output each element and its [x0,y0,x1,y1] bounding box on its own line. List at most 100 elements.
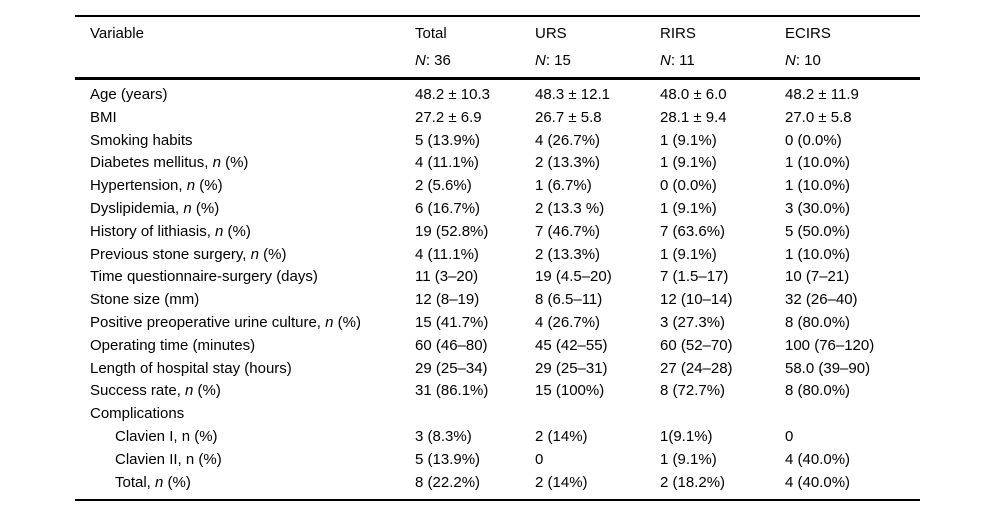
value-cell-ecirs: 48.2 ± 11.9 [785,86,859,103]
value-cell-total: 6 (16.7%) [415,199,481,217]
variable-italic: n [186,177,196,195]
value-cell-total: 12 (8–19) [415,291,480,309]
patient-characteristics-table: Variable Total N: 36 URS N: 15 RIRS N: 1… [75,15,920,502]
column-header-n: N: 15 [535,47,660,74]
value-cell-urs: 7 (46.7%) [535,222,601,240]
column-header-variable: Variable [75,16,415,79]
value-cell-rirs: 3 (27.3%) [660,313,726,331]
value-cell-total: 11 (3–20) [415,268,479,286]
value-cell-rirs: 2 (18.2%) [660,473,726,491]
value-cell-urs [535,403,660,426]
variable-cell: History of lithiasis, n (%) [75,221,415,244]
value-cell-urs: 4 (26.7%) [535,131,601,149]
variable-post: (%) [195,177,223,195]
column-header-label: RIRS [660,25,696,42]
variable-pre: Smoking habits [90,131,193,149]
value-cell-rirs: 28.1 ± 9.4 [660,108,727,126]
column-header-label: Variable [90,25,144,42]
variable-pre: BMI [90,108,117,126]
variable-italic: n [215,222,224,240]
variable-italic: n [183,199,192,217]
variable-pre: Success rate, [90,382,186,400]
n-symbol: N [535,52,546,69]
value-cell-ecirs: 8 (80.0%) [785,382,851,400]
table-row: BMI 27.2 ± 6.9 26.7 ± 5.8 28.1 ± 9.4 27.… [75,107,920,130]
value-cell-rirs: 1(9.1%) [660,427,713,445]
variable-pre: Clavien II, n (%) [115,450,222,468]
table-row: Diabetes mellitus, n (%) 4 (11.1%) 2 (13… [75,152,920,175]
value-cell-urs: 2 (13.3%) [535,245,601,263]
value-cell-urs: 2 (13.3%) [535,154,601,172]
value-cell-urs: 2 (13.3 %) [535,199,605,217]
header-row: Variable Total N: 36 URS N: 15 RIRS N: 1… [75,16,920,79]
value-cell-ecirs: 1 (10.0%) [785,154,851,172]
column-header-label: Total [415,25,447,42]
variable-post: (%) [191,199,220,217]
value-cell-ecirs [785,403,920,426]
variable-cell: Operating time (minutes) [75,335,415,358]
variable-pre: History of lithiasis, [90,222,216,240]
column-header-label: URS [535,25,567,42]
value-cell-total: 15 (41.7%) [415,313,489,331]
value-cell-rirs: 1 (9.1%) [660,450,717,468]
value-cell-total: 19 (52.8%) [415,222,489,240]
n-value: : 15 [545,52,571,69]
value-cell-rirs: 1 (9.1%) [660,199,717,217]
value-cell-total: 2 (5.6%) [415,177,472,195]
column-header-label: ECIRS [785,25,831,42]
variable-cell: Smoking habits [75,130,415,153]
value-cell-total: 5 (13.9%) [415,450,481,468]
column-header-n: N: 11 [660,47,785,74]
variable-cell: Positive preoperative urine culture, n (… [75,312,415,335]
table-body: Age (years) 48.2 ± 10.3 48.3 ± 12.1 48.0… [75,79,920,501]
value-cell-ecirs: 0 [785,427,794,445]
n-value: : 36 [425,52,451,69]
value-cell-total: 5 (13.9%) [415,131,481,149]
variable-cell: Complications [75,403,415,426]
variable-cell: Previous stone surgery, n (%) [75,244,415,267]
value-cell-ecirs: 4 (40.0%) [785,473,851,491]
variable-post: (%) [333,313,361,331]
table-row: Length of hospital stay (hours) 29 (25–3… [75,358,920,381]
value-cell-rirs [660,403,785,426]
table-row: Positive preoperative urine culture, n (… [75,312,920,335]
value-cell-ecirs: 1 (10.0%) [785,245,851,263]
table-row: Dyslipidemia, n (%) 6 (16.7%) 2 (13.3 %)… [75,198,920,221]
variable-cell: Length of hospital stay (hours) [75,358,415,381]
value-cell-urs: 26.7 ± 5.8 [535,108,602,126]
column-header-total: Total N: 36 [415,16,535,79]
variable-pre: Age (years) [90,86,168,103]
value-cell-ecirs: 10 (7–21) [785,268,850,286]
value-cell-total: 3 (8.3%) [415,427,472,445]
value-cell-rirs: 12 (10–14) [660,291,733,309]
column-header-ecirs: ECIRS N: 10 [785,16,920,79]
variable-italic: n [250,245,259,263]
variable-cell: BMI [75,107,415,130]
table-row: Clavien II, n (%) 5 (13.9%) 0 1 (9.1%) 4… [75,449,920,472]
variable-italic: n [185,382,194,400]
table-header: Variable Total N: 36 URS N: 15 RIRS N: 1… [75,16,920,79]
variable-pre: Clavien I, n (%) [115,427,218,445]
column-header-n: N: 36 [415,47,535,74]
value-cell-rirs: 27 (24–28) [660,359,733,377]
value-cell-ecirs: 0 (0.0%) [785,131,842,149]
value-cell-urs: 4 (26.7%) [535,313,601,331]
value-cell-rirs: 8 (72.7%) [660,382,726,400]
variable-pre: Previous stone surgery, [90,245,251,263]
column-header-rirs: RIRS N: 11 [660,16,785,79]
value-cell-rirs: 60 (52–70) [660,336,733,354]
variable-post: (%) [258,245,287,263]
table-row: Stone size (mm) 12 (8–19) 8 (6.5–11) 12 … [75,289,920,312]
value-cell-ecirs: 3 (30.0%) [785,199,851,217]
value-cell-urs: 48.3 ± 12.1 [535,86,610,103]
value-cell-urs: 8 (6.5–11) [535,291,603,309]
variable-cell: Stone size (mm) [75,289,415,312]
value-cell-ecirs: 5 (50.0%) [785,222,851,240]
value-cell-ecirs: 58.0 (39–90) [785,359,871,377]
table-row: Smoking habits 5 (13.9%) 4 (26.7%) 1 (9.… [75,130,920,153]
variable-cell: Hypertension, n (%) [75,175,415,198]
variable-cell: Dyslipidemia, n (%) [75,198,415,221]
n-value: : 10 [795,52,821,69]
variable-cell: Time questionnaire-surgery (days) [75,266,415,289]
